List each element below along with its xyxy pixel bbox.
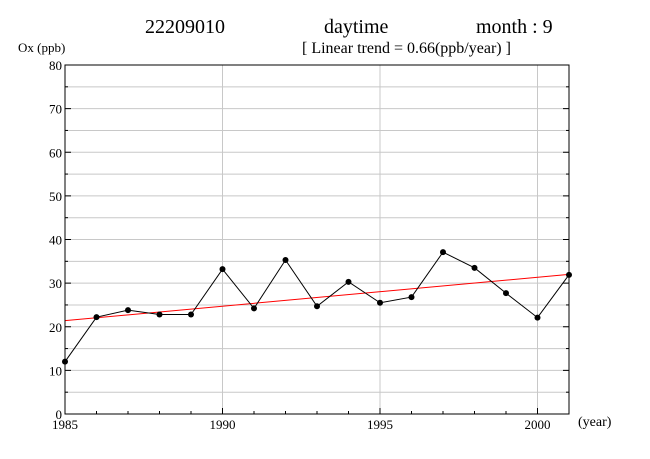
data-point: [408, 294, 415, 301]
data-point: [471, 264, 478, 271]
data-point: [219, 266, 226, 273]
data-point: [503, 290, 509, 297]
y-tick-label: 30: [49, 276, 62, 291]
x-axis-label: (year): [578, 415, 612, 430]
data-point: [345, 278, 352, 285]
x-tick-label: 1985: [52, 417, 78, 432]
series-group: [62, 249, 572, 365]
plot-frame: [64, 64, 570, 415]
data-point: [125, 307, 131, 314]
y-tick-label: 60: [49, 145, 62, 160]
y-tick-label: 50: [49, 189, 62, 204]
y-tick-label: 70: [49, 102, 62, 117]
month-label: month : 9: [476, 16, 553, 38]
y-tick-label: 0: [56, 407, 63, 422]
data-point: [440, 249, 446, 256]
x-tick-label: 2000: [525, 417, 551, 432]
data-point: [156, 311, 163, 318]
x-tick-label: 1990: [210, 417, 236, 432]
trend-line-group: [64, 273, 570, 322]
data-point: [282, 257, 289, 264]
y-tick-label: 40: [49, 233, 62, 248]
data-point: [251, 305, 257, 312]
trend-line: [64, 273, 570, 322]
station-code: 22209010: [145, 16, 225, 38]
y-tick-label: 10: [49, 363, 62, 378]
tick-labels: 0 10 20 30 40 50 60 70 80 1985 1990 1995 2000: [49, 58, 570, 432]
y-tick-label: 80: [49, 58, 62, 73]
data-point: [314, 303, 320, 310]
data-point: [377, 299, 383, 306]
data-point: [93, 314, 100, 321]
y-axis-label: Ox (ppb): [18, 40, 66, 55]
grid-lines: [65, 65, 569, 414]
data-point: [188, 311, 194, 318]
data-point: [534, 314, 541, 321]
x-tick-label: 1995: [367, 417, 393, 432]
period-label: daytime: [324, 16, 389, 38]
y-tick-label: 20: [49, 320, 62, 335]
trend-label: [ Linear trend = 0.66(ppb/year) ]: [302, 40, 511, 57]
